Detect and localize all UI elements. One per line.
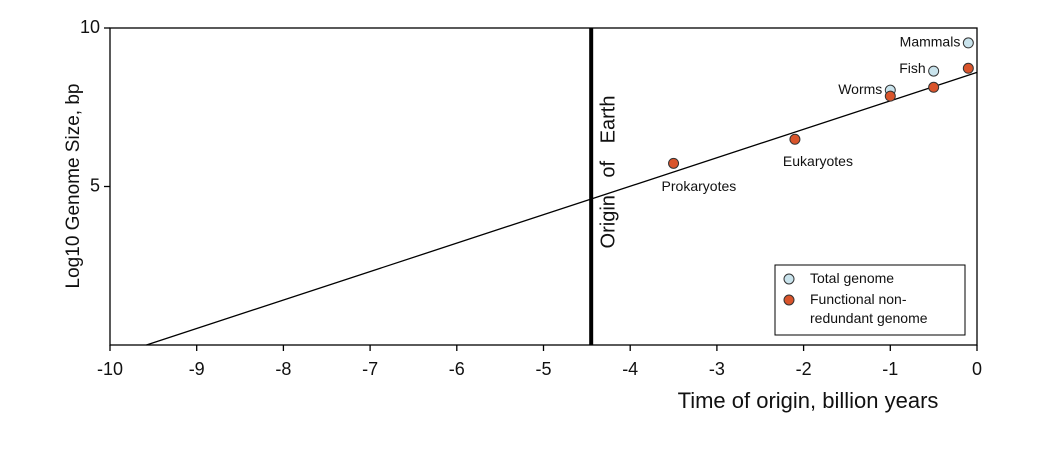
legend: Total genome Functional non-redundant gen…	[774, 264, 966, 336]
point-label: Eukaryotes	[783, 153, 853, 169]
legend-marker	[783, 273, 795, 285]
reference-label: Origin of Earth	[597, 96, 619, 249]
point-label: Fish	[899, 60, 925, 76]
data-point	[962, 62, 974, 74]
legend-label: Total genome	[810, 270, 895, 286]
legend-entry: Functional non-redundant genome	[810, 291, 928, 326]
y-axis-title: Log10 Genome Size, bp	[63, 84, 84, 289]
point-label: Mammals	[900, 34, 961, 50]
x-tick-label: -3	[709, 359, 725, 379]
legend-label: Functional non-redundant genome	[810, 291, 928, 326]
data-point	[928, 81, 940, 93]
x-tick-label: -10	[97, 359, 123, 379]
trend-line	[146, 71, 978, 346]
x-axis-title: Time of origin, billion years	[678, 388, 939, 413]
x-tick-label: -7	[362, 359, 378, 379]
x-tick-label: -9	[189, 359, 205, 379]
y-tick-label: 5	[90, 175, 100, 195]
point-label: Prokaryotes	[662, 178, 737, 194]
x-tick-label: -1	[882, 359, 898, 379]
x-tick-label: -4	[622, 359, 638, 379]
data-point	[928, 65, 940, 77]
data-point	[962, 37, 974, 49]
data-point	[789, 133, 801, 145]
legend-marker	[783, 294, 795, 306]
x-tick-label: -5	[535, 359, 551, 379]
data-point	[884, 90, 896, 102]
x-tick-label: 0	[972, 359, 982, 379]
data-point	[668, 157, 680, 169]
x-tick-label: -2	[796, 359, 812, 379]
x-tick-label: -8	[275, 359, 291, 379]
x-tick-label: -6	[449, 359, 465, 379]
point-label: Worms	[838, 81, 882, 97]
legend-box	[774, 264, 966, 336]
legend-entry: Total genome	[810, 270, 895, 286]
y-tick-label: 10	[80, 17, 100, 37]
